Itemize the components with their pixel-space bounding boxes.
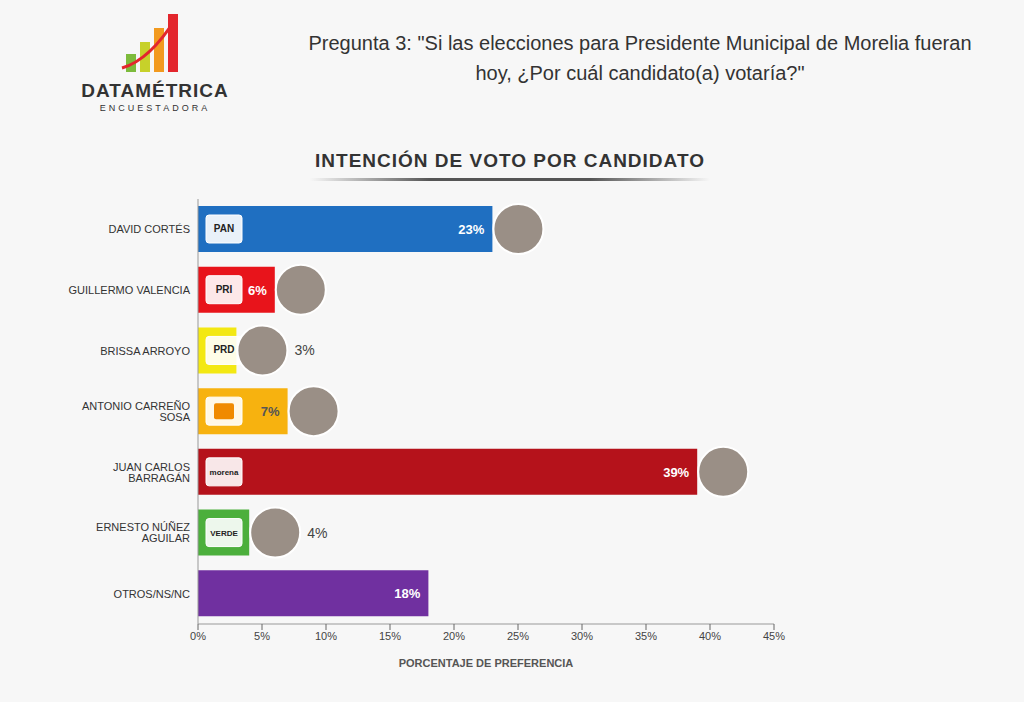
svg-text:JUAN CARLOSBARRAGÁN: JUAN CARLOSBARRAGÁN: [113, 461, 190, 484]
svg-text:VERDE: VERDE: [210, 529, 238, 538]
svg-text:39%: 39%: [663, 465, 689, 480]
svg-text:15%: 15%: [379, 630, 401, 642]
svg-text:DAVID CORTÉS: DAVID CORTÉS: [109, 223, 191, 235]
svg-text:4%: 4%: [307, 525, 327, 541]
svg-text:7%: 7%: [261, 404, 280, 419]
svg-text:ERNESTO NÚÑEZAGUILAR: ERNESTO NÚÑEZAGUILAR: [96, 521, 190, 544]
svg-text:30%: 30%: [571, 630, 593, 642]
svg-text:20%: 20%: [443, 630, 465, 642]
svg-text:10%: 10%: [315, 630, 337, 642]
html-text:ENCUESTADORA: ENCUESTADORA: [99, 103, 211, 113]
svg-text:PRI: PRI: [216, 284, 233, 295]
svg-text:6%: 6%: [248, 283, 267, 298]
html-text:DATAMÉTRICA: DATAMÉTRICA: [81, 80, 229, 101]
html-text:INTENCIÓN DE VOTO POR CANDIDAT: INTENCIÓN DE VOTO POR CANDIDATO: [315, 150, 705, 171]
svg-text:PAN: PAN: [214, 223, 234, 234]
svg-text:45%: 45%: [763, 630, 785, 642]
svg-text:ANTONIO CARREÑOSOSA: ANTONIO CARREÑOSOSA: [82, 400, 191, 423]
html-text:Pregunta 3: "Si las elecciones: Pregunta 3: "Si las elecciones para Pres…: [308, 32, 972, 84]
svg-text:5%: 5%: [254, 630, 270, 642]
svg-text:PRD: PRD: [213, 344, 234, 355]
svg-text:40%: 40%: [699, 630, 721, 642]
svg-text:25%: 25%: [507, 630, 529, 642]
svg-text:morena: morena: [210, 468, 239, 477]
svg-text:18%: 18%: [394, 586, 420, 601]
svg-text:BRISSA ARROYO: BRISSA ARROYO: [100, 345, 190, 357]
svg-text:35%: 35%: [635, 630, 657, 642]
svg-text:3%: 3%: [294, 342, 314, 358]
svg-text:0%: 0%: [190, 630, 206, 642]
svg-text:PORCENTAJE DE PREFERENCIA: PORCENTAJE DE PREFERENCIA: [399, 657, 574, 669]
svg-text:GUILLERMO VALENCIA: GUILLERMO VALENCIA: [69, 284, 191, 296]
svg-text:23%: 23%: [458, 222, 484, 237]
svg-text:OTROS/NS/NC: OTROS/NS/NC: [114, 588, 190, 600]
